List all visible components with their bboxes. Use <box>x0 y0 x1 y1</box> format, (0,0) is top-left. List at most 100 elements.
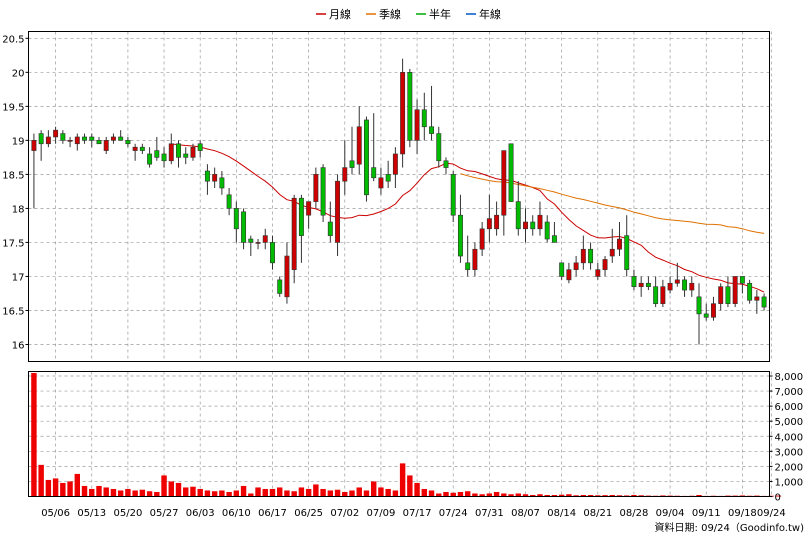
candle <box>754 290 760 314</box>
candle <box>523 208 528 243</box>
volume-bar <box>602 495 608 497</box>
candle-body <box>349 160 355 168</box>
candle <box>270 235 275 270</box>
volume-bar <box>566 494 572 497</box>
date-tick-label: 06/17 <box>258 508 287 519</box>
candle <box>566 262 572 284</box>
candle <box>45 130 51 148</box>
volume-bar <box>183 487 189 497</box>
candle <box>233 201 239 243</box>
candle <box>103 136 109 154</box>
candle <box>161 147 167 168</box>
volume-bar <box>551 494 558 497</box>
volume-bar <box>501 493 507 497</box>
candle <box>732 276 738 308</box>
volume-tick-label: 6,000 <box>775 402 804 413</box>
volume-bar <box>530 494 536 497</box>
candle-body <box>624 235 630 270</box>
volume-tick-label: 1,000 <box>775 477 804 488</box>
candle-body <box>711 303 716 318</box>
candle <box>176 140 181 168</box>
price-tick-label: 17.5 <box>2 238 24 249</box>
candle <box>595 262 601 280</box>
date-tick-label: 09/24 <box>757 508 786 519</box>
candle-body <box>45 136 51 145</box>
ma-month-line <box>171 143 765 293</box>
candle-body <box>132 146 138 151</box>
candle <box>241 208 247 250</box>
candle <box>450 170 456 223</box>
volume-bar <box>154 491 160 497</box>
candle-body <box>226 194 232 209</box>
volume-bar <box>450 492 456 497</box>
date-tick-label: 07/24 <box>439 508 468 519</box>
candle <box>371 113 377 182</box>
volume-bar <box>269 488 276 497</box>
candle-body <box>277 279 283 294</box>
candle-body <box>139 146 145 151</box>
candle <box>31 133 37 209</box>
candle-body <box>494 214 500 230</box>
volume-bar <box>421 488 428 497</box>
candle-body <box>761 296 767 308</box>
volume-bar <box>31 373 37 497</box>
candle-body <box>609 248 615 257</box>
volume-series <box>31 373 782 497</box>
volume-tick-label: 3,000 <box>775 447 804 458</box>
volume-bar <box>139 489 146 497</box>
candle-body <box>320 167 326 216</box>
candle-body <box>103 140 109 151</box>
candle-body <box>284 255 290 298</box>
candle <box>638 276 644 297</box>
candle <box>443 157 449 175</box>
candle-body <box>306 201 312 216</box>
candle <box>147 147 153 168</box>
candle-body <box>407 72 413 141</box>
price-tick-label: 17 <box>12 272 25 283</box>
candle-body <box>732 276 738 304</box>
candle-body <box>508 143 514 202</box>
candle-body <box>313 174 319 202</box>
volume-bar <box>370 481 377 497</box>
volume-bar <box>349 490 355 497</box>
candle-body <box>718 286 724 304</box>
candle <box>602 256 608 277</box>
volume-bar <box>219 490 225 497</box>
candle <box>494 201 500 236</box>
candle <box>277 276 283 297</box>
volume-bar <box>624 495 630 497</box>
candle <box>465 235 471 277</box>
candle <box>125 136 131 148</box>
volume-bar <box>522 494 529 497</box>
volume-bar <box>457 491 464 497</box>
candle <box>653 276 659 308</box>
candle <box>154 136 160 161</box>
date-tick-label: 09/04 <box>656 508 685 519</box>
candle <box>711 296 716 321</box>
candle <box>349 126 355 175</box>
legend-label-2: 半年 <box>429 7 451 21</box>
price-tick-label: 19.5 <box>2 102 24 113</box>
candle-body <box>631 276 637 287</box>
price-tick-label: 16 <box>12 340 25 351</box>
volume-bar <box>103 487 109 497</box>
candle-body <box>573 262 579 270</box>
volume-bar <box>537 494 543 497</box>
candle-body <box>89 136 95 141</box>
volume-bar <box>248 493 254 497</box>
volume-grid <box>28 371 772 497</box>
candle <box>486 194 492 243</box>
candle <box>327 201 333 243</box>
volume-bar <box>436 493 442 497</box>
volume-bar <box>558 494 565 497</box>
volume-bar <box>580 494 587 497</box>
date-tick-label: 09/11 <box>692 508 721 519</box>
candle <box>168 133 174 165</box>
candle <box>609 228 615 263</box>
candle <box>139 143 145 154</box>
candle <box>110 133 116 144</box>
candle <box>559 262 565 280</box>
candle <box>508 143 514 202</box>
candle-body <box>31 140 37 151</box>
volume-bar <box>161 475 167 497</box>
